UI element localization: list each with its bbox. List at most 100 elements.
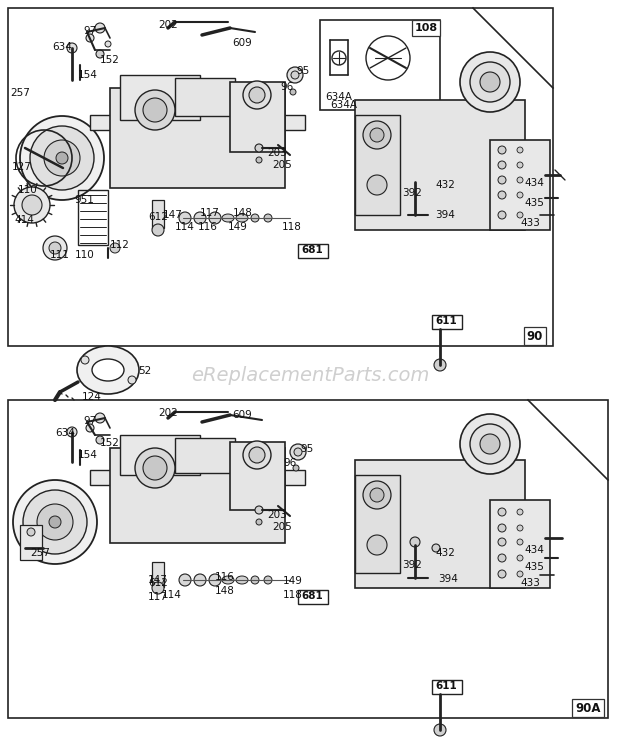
Circle shape <box>498 176 506 184</box>
Circle shape <box>480 72 500 92</box>
Text: 392: 392 <box>402 560 422 570</box>
Text: 257: 257 <box>30 548 50 558</box>
Circle shape <box>49 516 61 528</box>
Text: 147: 147 <box>148 575 168 585</box>
Text: 205: 205 <box>272 160 292 170</box>
Circle shape <box>264 214 272 222</box>
Circle shape <box>498 524 506 532</box>
Circle shape <box>370 488 384 502</box>
Text: 95: 95 <box>300 444 313 454</box>
Text: 111: 111 <box>50 250 70 260</box>
Circle shape <box>470 424 510 464</box>
Circle shape <box>23 490 87 554</box>
Circle shape <box>143 98 167 122</box>
Bar <box>298 244 328 258</box>
Circle shape <box>517 525 523 531</box>
Circle shape <box>517 212 523 218</box>
Text: 634: 634 <box>55 428 75 438</box>
Circle shape <box>22 195 42 215</box>
Circle shape <box>30 126 94 190</box>
Text: 634: 634 <box>52 42 72 52</box>
Circle shape <box>95 23 105 33</box>
Circle shape <box>67 427 77 437</box>
Bar <box>490 500 550 588</box>
Circle shape <box>363 121 391 149</box>
Circle shape <box>255 506 263 514</box>
Text: 114: 114 <box>175 222 195 232</box>
Text: 202: 202 <box>158 408 178 418</box>
Text: 612: 612 <box>148 212 168 222</box>
Circle shape <box>152 224 164 236</box>
Circle shape <box>135 448 175 488</box>
Circle shape <box>480 434 500 454</box>
Ellipse shape <box>236 214 248 222</box>
Text: 154: 154 <box>78 450 98 460</box>
Bar <box>355 475 400 573</box>
Text: 108: 108 <box>414 23 438 33</box>
Circle shape <box>517 147 523 153</box>
Circle shape <box>256 519 262 525</box>
Text: 634A: 634A <box>325 92 352 102</box>
Text: 392: 392 <box>402 188 422 198</box>
Text: 951: 951 <box>74 195 94 205</box>
Circle shape <box>95 413 105 423</box>
Text: 96: 96 <box>283 458 296 468</box>
Circle shape <box>96 436 104 444</box>
Text: 434: 434 <box>524 178 544 188</box>
Text: 117: 117 <box>148 592 168 602</box>
Text: 114: 114 <box>162 590 182 600</box>
Bar <box>432 680 462 694</box>
Text: 147: 147 <box>163 210 183 220</box>
Text: 152: 152 <box>100 55 120 65</box>
Circle shape <box>37 504 73 540</box>
Text: 96: 96 <box>280 82 293 92</box>
Circle shape <box>249 447 265 463</box>
Circle shape <box>470 62 510 102</box>
Bar <box>90 115 305 130</box>
Circle shape <box>105 41 111 47</box>
Bar <box>490 140 550 230</box>
Circle shape <box>294 448 302 456</box>
Bar <box>152 200 164 228</box>
Bar <box>120 75 200 120</box>
Circle shape <box>460 52 520 112</box>
Bar <box>152 562 164 587</box>
Circle shape <box>56 152 68 164</box>
Circle shape <box>251 214 259 222</box>
Text: 95: 95 <box>296 66 309 76</box>
Circle shape <box>179 574 191 586</box>
Text: 394: 394 <box>438 574 458 584</box>
Circle shape <box>287 67 303 83</box>
Text: 611: 611 <box>435 681 457 691</box>
Text: 609: 609 <box>232 38 252 48</box>
Circle shape <box>293 465 299 471</box>
Text: 149: 149 <box>228 222 248 232</box>
Text: 609: 609 <box>232 410 252 420</box>
Circle shape <box>498 538 506 546</box>
Circle shape <box>81 356 89 364</box>
Circle shape <box>517 571 523 577</box>
Ellipse shape <box>222 214 234 222</box>
Text: 110: 110 <box>75 250 95 260</box>
Text: 148: 148 <box>215 586 235 596</box>
Circle shape <box>86 424 94 432</box>
Circle shape <box>96 50 104 58</box>
Text: 202: 202 <box>158 20 178 30</box>
Text: 117: 117 <box>200 208 220 218</box>
Bar <box>320 20 440 110</box>
Circle shape <box>291 71 299 79</box>
Circle shape <box>128 376 136 384</box>
Text: 118: 118 <box>282 222 302 232</box>
Circle shape <box>256 157 262 163</box>
Circle shape <box>44 140 80 176</box>
Circle shape <box>14 187 50 223</box>
Circle shape <box>432 181 440 189</box>
Bar <box>355 460 525 588</box>
Circle shape <box>434 359 446 371</box>
Bar <box>230 82 285 152</box>
Circle shape <box>498 211 506 219</box>
Circle shape <box>49 242 61 254</box>
Text: 257: 257 <box>10 88 30 98</box>
Circle shape <box>370 128 384 142</box>
Text: 203: 203 <box>267 510 286 520</box>
